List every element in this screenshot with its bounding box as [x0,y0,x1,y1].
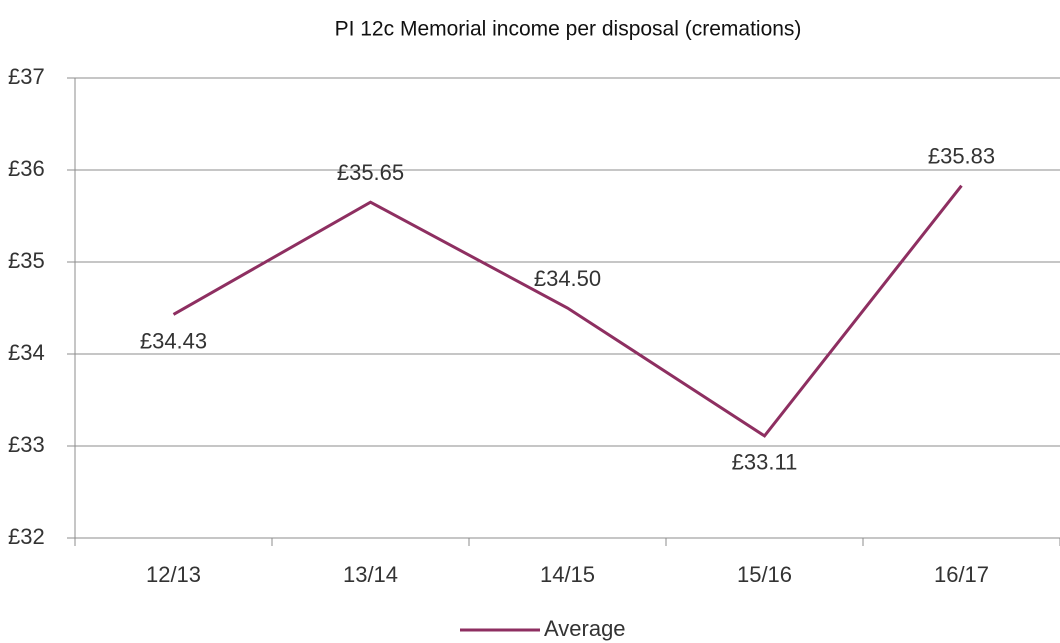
x-tick-label: 15/16 [737,562,792,587]
y-tick-label: £34 [8,340,45,365]
data-label: £35.83 [928,143,995,168]
data-label: £34.50 [534,266,601,291]
data-label: £35.65 [337,160,404,185]
y-tick-label: £35 [8,248,45,273]
y-tick-label: £33 [8,432,45,457]
x-tick-label: 14/15 [540,562,595,587]
y-tick-label: £37 [8,64,45,89]
data-label: £34.43 [140,328,207,353]
x-tick-label: 13/14 [343,562,398,587]
x-tick-label: 16/17 [934,562,989,587]
y-tick-label: £32 [8,524,45,549]
data-label: £33.11 [732,450,798,475]
data-line [172,184,963,438]
x-tick-label: 12/13 [146,562,201,587]
chart-title: PI 12c Memorial income per disposal (cre… [335,18,802,41]
y-tick-label: £36 [8,156,45,181]
legend-label: Average [544,616,626,641]
